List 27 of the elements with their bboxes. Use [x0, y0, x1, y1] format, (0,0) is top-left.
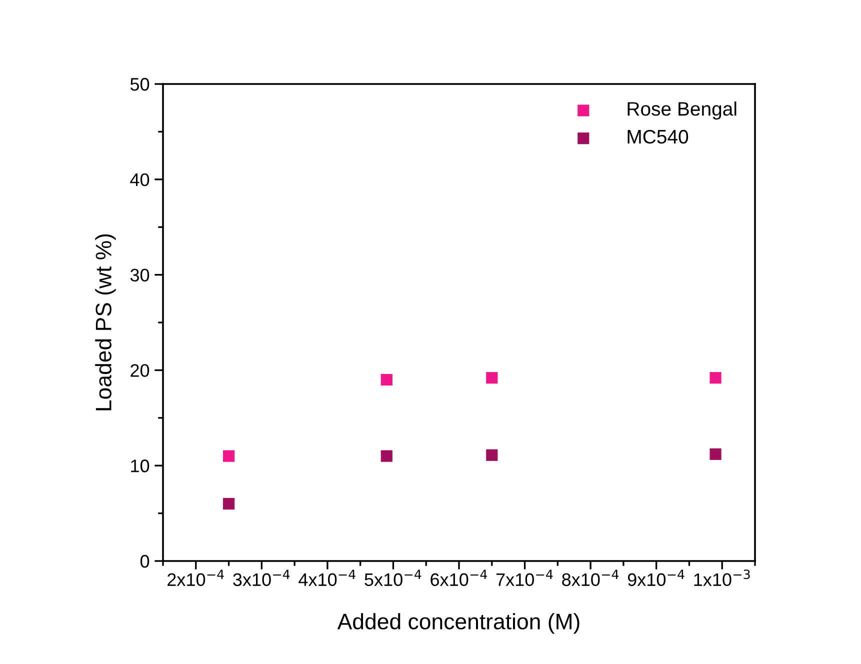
x-tick-label: 3x10$^{−4}$ — [233, 570, 290, 586]
y-tick-label: 40 — [130, 173, 150, 186]
legend-label: MC540 — [628, 130, 688, 144]
point — [380, 374, 392, 386]
x-tick-label: 1x10$^{−3}$ — [694, 570, 750, 586]
point — [222, 498, 235, 510]
point — [380, 450, 392, 462]
y-tick-label: 0 — [140, 554, 150, 568]
x-tick-label: 5x10$^{−4}$ — [364, 570, 422, 586]
point — [710, 448, 722, 460]
point — [710, 372, 722, 384]
x-tick-label: 7x10$^{−4}$ — [496, 570, 553, 586]
y-tick-label: 20 — [130, 364, 150, 377]
y-tick-label: 30 — [130, 268, 150, 282]
x-tick-label: 4x10$^{−4}$ — [298, 570, 356, 586]
point — [486, 449, 498, 461]
point — [486, 372, 498, 384]
point — [222, 450, 235, 462]
x-tick-label: 8x10$^{−4}$ — [562, 570, 619, 586]
legend-label: Rose Bengal — [628, 102, 736, 120]
y-tick-label: 10 — [131, 460, 150, 472]
y-tick-label: 50 — [130, 78, 150, 91]
x-axis-title: Added concentration (M) — [337, 613, 580, 634]
y-axis-title: Loaded PS (wt %) — [95, 234, 116, 410]
x-tick-label: 6x10$^{−4}$ — [430, 570, 487, 586]
x-tick-label: 2x10$^{−4}$ — [168, 570, 224, 586]
x-tick-label: 9x10$^{−4}$ — [628, 570, 684, 586]
